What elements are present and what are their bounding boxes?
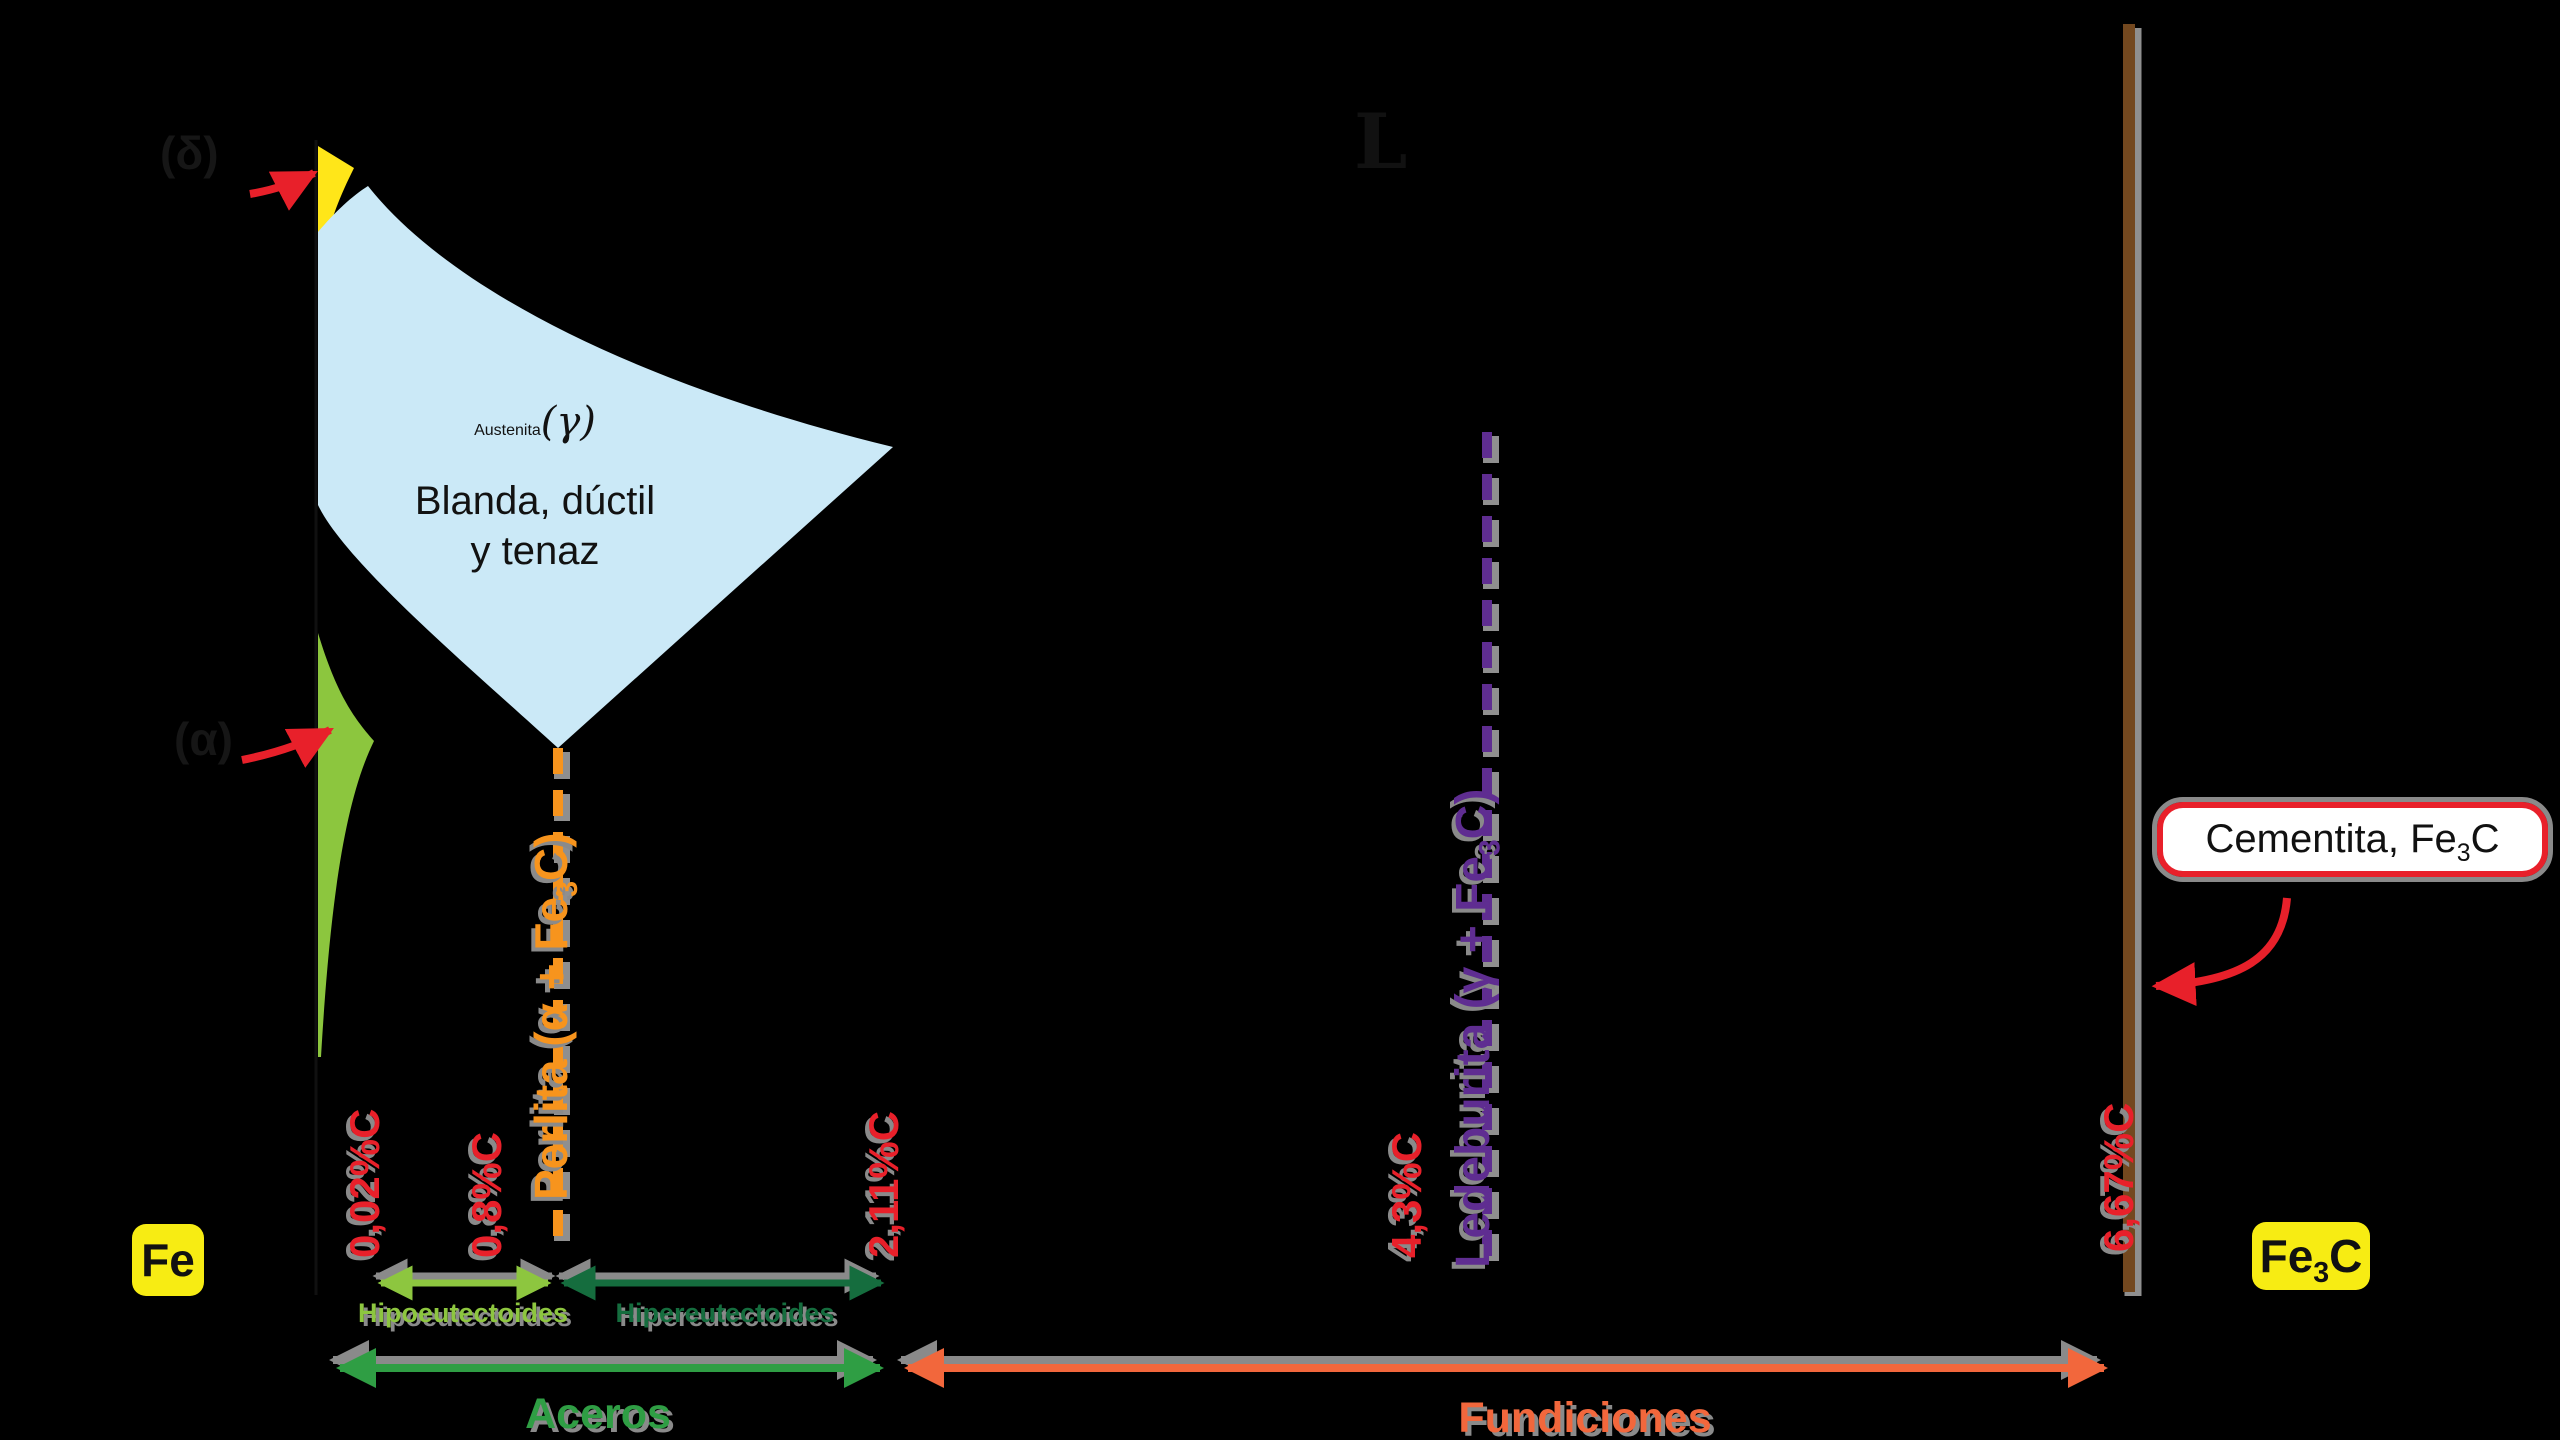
cementita-callout-text: Cementita, Fe3C [2205, 817, 2500, 866]
austenita-region [318, 186, 893, 748]
composition-2-11: 2,11%C [860, 1110, 907, 1258]
perlita-label-post: C) [525, 832, 577, 882]
alpha-region [318, 633, 374, 1057]
austenita-text-block: Austenita(γ) Blanda, dúctil y tenaz [370, 402, 700, 576]
ledeburita-label-pre: Ledeburita (γ + Fe [1447, 855, 1500, 1268]
cementita-label-sub: 3 [2456, 840, 2471, 867]
composition-0-02: 0,02%C [341, 1108, 388, 1258]
austenita-desc-line1: Blanda, dúctil [414, 479, 656, 523]
composition-0-8: 0,8%C [463, 1131, 510, 1258]
alpha-arrow-icon [241, 726, 334, 768]
delta-arrow-icon [249, 169, 318, 211]
fe3c-axis-box: Fe3C [2252, 1222, 2370, 1290]
cementita-label-pre: Cementita, Fe [2205, 817, 2457, 861]
austenita-title: Austenita(γ) [370, 402, 700, 442]
fundiciones-label: Fundiciones [1458, 1394, 1712, 1440]
alpha-label: (α) [174, 713, 233, 765]
austenita-desc: Blanda, dúctil y tenaz [370, 476, 700, 576]
liquid-label: L [1354, 97, 1408, 186]
perlita-label-sub: 3 [552, 881, 585, 897]
perlita-label-pre: Perlita (α + Fe [525, 896, 577, 1200]
fe3c-label-sub: 3 [2313, 1257, 2330, 1290]
cementita-label-post: C [2470, 817, 2500, 861]
austenita-title-text: Austenita [474, 422, 541, 439]
aceros-label: Aceros [525, 1390, 671, 1438]
hipereutectoides-label: Hipereutectoides [615, 1298, 835, 1328]
fe3c-label-post: C [2329, 1230, 2363, 1282]
perlita-label: Perlita (α + Fe3C) [525, 832, 584, 1200]
composition-6-67: 6,67%C [2095, 1102, 2142, 1252]
ledeburita-label: Ledeburita (γ + Fe3C) [1447, 788, 1507, 1268]
fe3c-label-pre: Fe [2259, 1230, 2314, 1282]
composition-4-3: 4,3%C [1383, 1131, 1430, 1258]
ledeburita-label-sub: 3 [1473, 839, 1507, 856]
fe3c-axis-label: Fe3C [2259, 1229, 2363, 1287]
fe-axis-box: Fe [132, 1224, 204, 1296]
austenita-symbol: (γ) [540, 399, 596, 445]
hipoeutectoides-label: Hipoeutectoides [357, 1298, 569, 1328]
cementita-arrow-icon [2151, 897, 2291, 1007]
delta-label: (δ) [160, 127, 219, 179]
cementita-callout: Cementita, Fe3C [2152, 797, 2553, 882]
ledeburita-label-post: C) [1447, 788, 1500, 840]
fe-axis-label: Fe [141, 1234, 195, 1286]
austenita-desc-line2: y tenaz [470, 529, 600, 573]
